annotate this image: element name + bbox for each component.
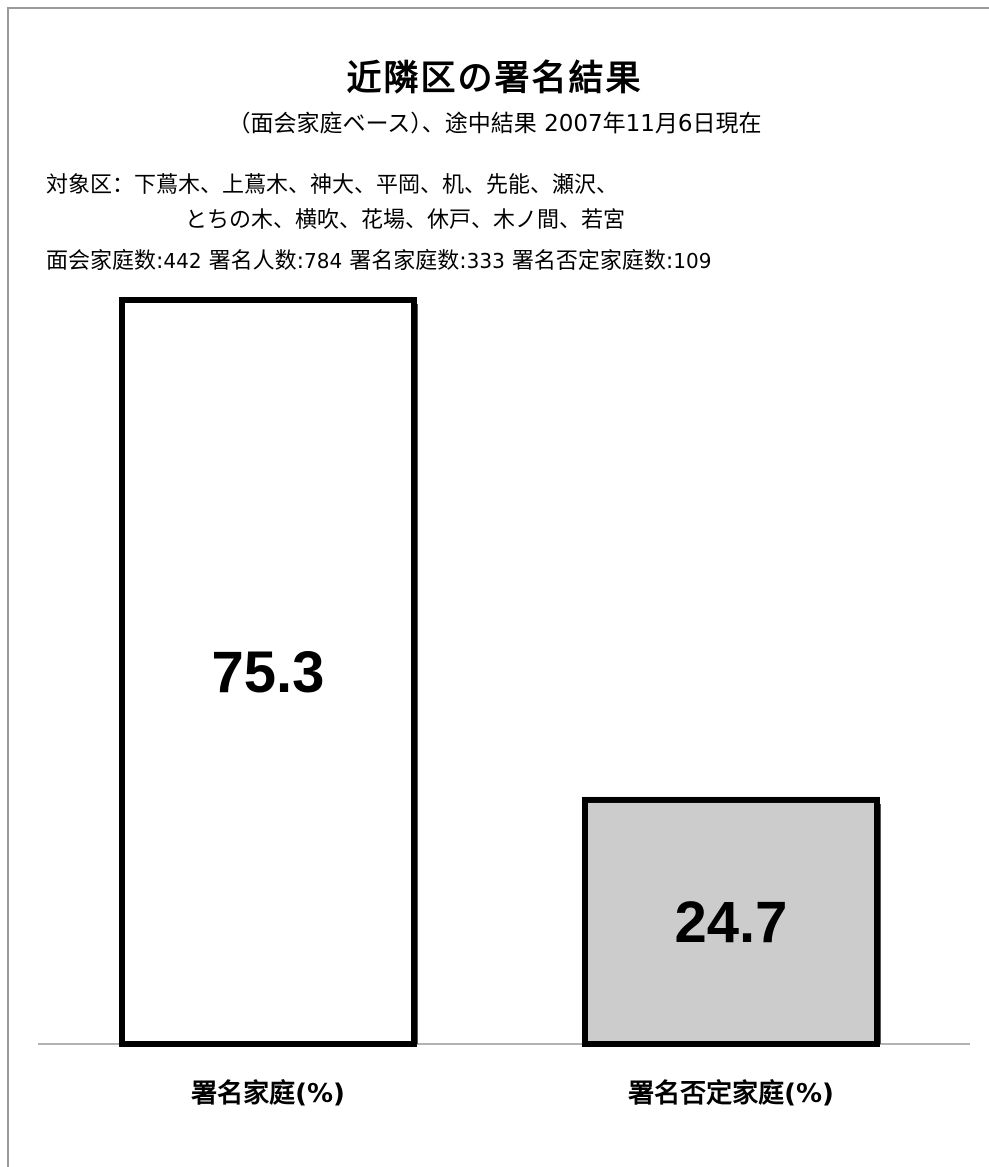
bars-group: 75.3 署名家庭(%) 24.7 署名否定家庭(%) — [119, 297, 881, 1109]
bar — [119, 297, 417, 1047]
bar — [582, 796, 880, 1048]
chart-title: 近隣区の署名結果 — [346, 59, 643, 99]
districts-text-1: 下蔦木、上蔦木、神大、平岡、机、先能、瀬沢、 — [134, 173, 619, 198]
count-signed-households-value: 333 — [466, 249, 505, 273]
bar-value-label: 24.7 — [675, 890, 788, 955]
districts-label: 対象区： — [46, 173, 135, 198]
count-signers-label: 署名人数: — [208, 249, 305, 274]
count-declined-households-label: 署名否定家庭数: — [511, 249, 674, 274]
count-visited-value: 442 — [163, 249, 202, 273]
bar-value-label: 75.3 — [212, 640, 325, 705]
count-declined-households-value: 109 — [673, 249, 712, 273]
districts-line-1: 対象区：下蔦木、上蔦木、神大、平岡、机、先能、瀬沢、 — [46, 167, 618, 199]
chart-frame — [7, 7, 989, 1167]
category-label: 署名否定家庭(%) — [628, 1078, 834, 1109]
count-signed-households-label: 署名家庭数: — [349, 249, 467, 274]
count-visited-label: 面会家庭数: — [46, 249, 164, 274]
districts-line-2: とちの木、横吹、花場、休戸、木ノ間、若宮 — [185, 208, 626, 233]
count-signers-value: 784 — [304, 249, 343, 273]
chart-subtitle: （面会家庭ベース）、途中結果 2007年11月6日現在 — [227, 111, 762, 137]
counts-line: 面会家庭数:442 署名人数:784 署名家庭数:333 署名否定家庭数:109 — [46, 243, 711, 275]
category-label: 署名家庭(%) — [191, 1078, 345, 1109]
